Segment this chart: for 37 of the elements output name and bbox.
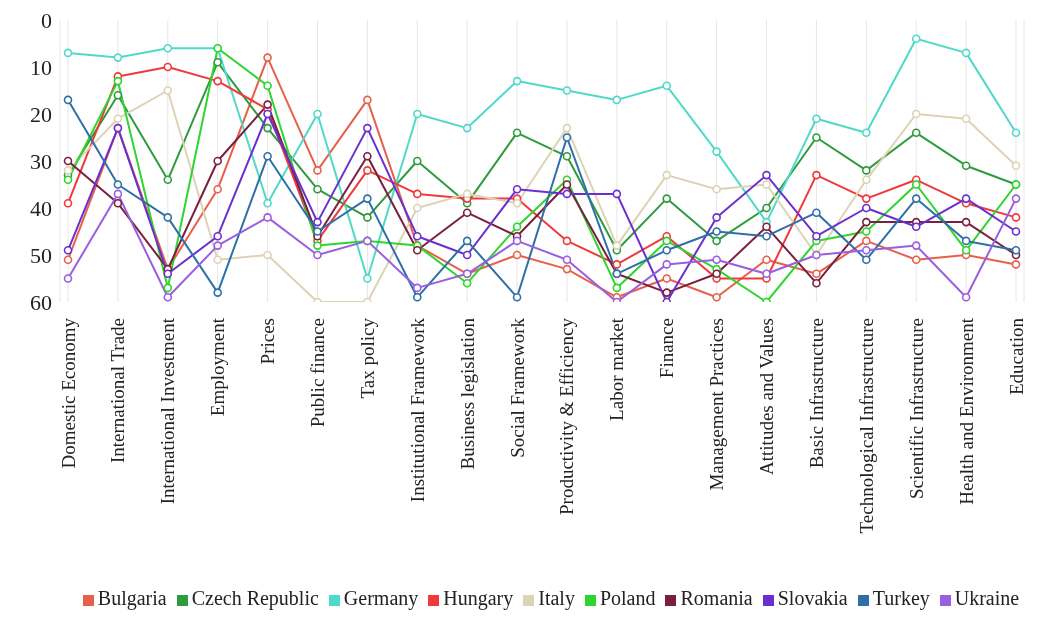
x-tick-label: Institutional Framework: [406, 317, 428, 503]
y-tick-label: 50: [30, 242, 52, 268]
legend-label: Hungary: [443, 587, 514, 609]
x-tick-label: Technological Infrastructure: [855, 318, 877, 534]
y-tick-label: 30: [30, 148, 52, 174]
x-tick-label: International Investment: [157, 317, 179, 505]
x-tick-label: Productivity & Efficiency: [556, 317, 578, 515]
x-tick-label: Public finance: [306, 318, 328, 428]
legend-label: Germany: [343, 587, 419, 609]
y-tick-label: 10: [30, 54, 52, 80]
y-tick-label: 0: [41, 7, 52, 33]
legend-label: Turkey: [872, 587, 930, 609]
x-tick-label: Prices: [257, 318, 279, 365]
x-tick-label: Domestic Economy: [57, 317, 79, 469]
y-tick-label: 60: [30, 289, 52, 315]
y-tick-label: 40: [30, 195, 52, 221]
x-tick-label: International Trade: [107, 318, 129, 464]
x-tick-label: Scientific Infrastructure: [905, 318, 927, 499]
x-tick-label: Tax policy: [356, 317, 378, 399]
x-tick-label: Attitudes and Values: [756, 318, 778, 475]
legend-label: Romania: [680, 587, 753, 609]
x-tick-label: Social Framework: [506, 317, 528, 458]
x-tick-label: Finance: [656, 318, 678, 379]
legend-label: Poland: [599, 587, 656, 609]
legend-label: Ukraine: [954, 587, 1020, 609]
legend-label: Czech Republic: [191, 587, 319, 609]
y-tick-label: 20: [30, 101, 52, 127]
x-tick-label: Basic Infrastructure: [805, 318, 827, 469]
x-tick-label: Education: [1005, 317, 1027, 396]
legend-label: Bulgaria: [97, 587, 167, 609]
x-tick-label: Health and Environment: [955, 317, 977, 505]
x-tick-label: Labor market: [606, 317, 628, 421]
x-tick-label: Employment: [207, 317, 229, 417]
legend-label: Slovakia: [777, 587, 848, 609]
legend-label: Italy: [538, 587, 575, 609]
x-tick-label: Management Practices: [706, 318, 728, 491]
x-tick-label: Business legislation: [456, 317, 478, 470]
